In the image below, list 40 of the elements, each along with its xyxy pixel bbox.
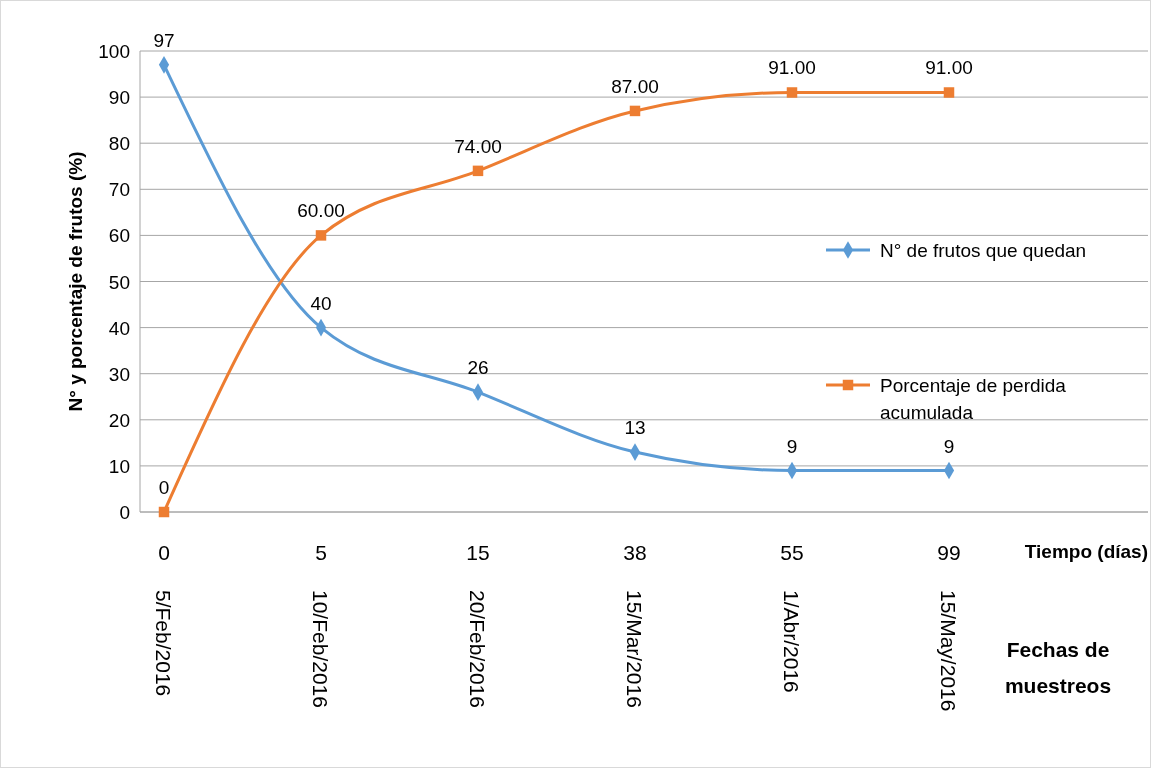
data-label: 97 <box>153 29 175 51</box>
y-tick-label: 60 <box>108 225 130 247</box>
y-tick-label: 80 <box>108 133 130 155</box>
y-tick-label: 30 <box>108 363 130 385</box>
y-tick-label: 20 <box>108 409 130 431</box>
x-axis-title: Tiempo (días) <box>1024 541 1148 562</box>
y-tick-label: 40 <box>108 317 130 339</box>
point <box>629 105 641 117</box>
point <box>943 87 955 98</box>
data-label: 87.00 <box>611 75 659 97</box>
data-label: 9 <box>943 435 955 457</box>
y-tick-label: 70 <box>108 179 130 201</box>
y-tick-label: 90 <box>108 87 130 109</box>
data-label: 13 <box>624 417 646 439</box>
data-label: 0 <box>158 477 170 498</box>
y-axis-title: N° y porcentaje de frutos (%) <box>65 151 86 412</box>
data-label: 26 <box>467 357 489 379</box>
point <box>315 230 327 241</box>
data-label: 9 <box>786 435 798 457</box>
category-label: 38 15/Mar/2016 <box>623 541 647 708</box>
point <box>158 506 170 518</box>
data-label: 60.00 <box>297 200 345 222</box>
data-label: 40 <box>310 292 332 314</box>
category-label: 0 5/Feb/2016 <box>152 541 175 697</box>
category-label: 15 20/Feb/2016 <box>466 541 490 708</box>
text: Fechas de muestreos <box>1004 638 1112 697</box>
point <box>786 87 798 98</box>
category-label: 5 10/Feb/2016 <box>309 541 332 708</box>
data-label: 91.00 <box>925 57 973 79</box>
y-tick-label: 10 <box>108 455 130 477</box>
y-tick-label: 50 <box>108 271 130 293</box>
data-label: 74.00 <box>454 135 502 157</box>
legend-label: N° de frutos que quedan <box>880 240 1087 261</box>
y-tick-label: 100 <box>98 41 130 62</box>
y-tick-label: 0 <box>119 502 130 523</box>
category-label: 55 1/Abr/2016 <box>780 541 804 693</box>
point <box>472 165 484 177</box>
category-label: 99 15/May/2016 <box>937 541 961 712</box>
data-label: 91.00 <box>768 57 816 79</box>
legend-label: Porcentaje de perdida acumulada <box>880 375 1067 423</box>
